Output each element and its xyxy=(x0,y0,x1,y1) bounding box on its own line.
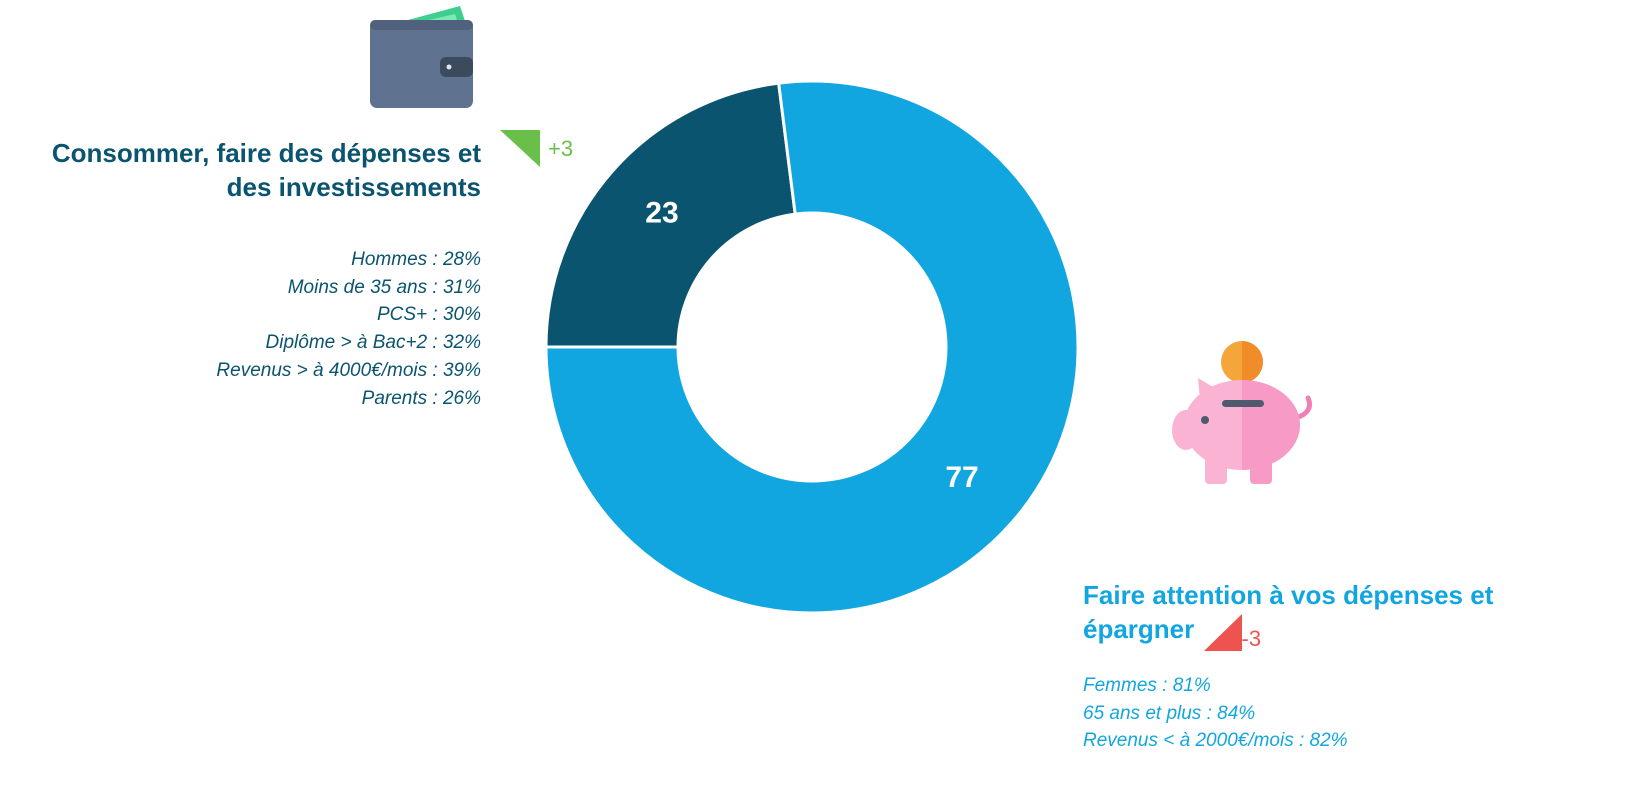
piggy-bank-icon xyxy=(1172,341,1312,484)
change-label: +3 xyxy=(548,136,574,161)
change-label: -3 xyxy=(1241,626,1262,651)
detail-list: Hommes : 28% Moins de 35 ans : 31% PCS+ : … xyxy=(0,246,481,412)
change-triangle xyxy=(1203,614,1242,651)
wallet-icon xyxy=(370,6,473,108)
change-triangle xyxy=(500,130,540,167)
detail-line: Parents : 26% xyxy=(361,387,481,409)
detail-line: Revenus > à 4000€/mois : 39% xyxy=(216,359,481,381)
change-indicator: +3 xyxy=(500,130,573,173)
detail-list: Femmes : 81% 65 ans et plus : 84% Revenus … xyxy=(1083,672,1563,755)
detail-line: 65 ans et plus : 84% xyxy=(1083,702,1256,724)
detail-line: Femmes : 81% xyxy=(1083,675,1211,696)
left-annotation: Consommer, faire des dépenses et des inv… xyxy=(0,136,481,412)
detail-line: PCS+ : 30% xyxy=(376,304,481,326)
detail-line: Moins de 35 ans : 31% xyxy=(287,276,481,298)
category-label: Faire attention à vos dépenses et épargn… xyxy=(1083,580,1494,644)
detail-line: Revenus < à 2000€/mois : 82% xyxy=(1083,730,1348,752)
category-label-wrap: Faire attention à vos dépenses et épargn… xyxy=(1083,578,1563,656)
category-label: Consommer, faire des dépenses et des inv… xyxy=(51,138,481,202)
donut-slice xyxy=(544,81,797,349)
donut-slice xyxy=(544,79,1080,615)
data-label: 77 xyxy=(945,461,978,494)
right-annotation: Faire attention à vos dépenses et épargn… xyxy=(1083,578,1563,755)
detail-line: Hommes : 28% xyxy=(351,249,481,270)
data-label: 23 xyxy=(645,197,678,230)
detail-line: Diplôme > à Bac+2 : 32% xyxy=(265,332,481,354)
change-indicator: -3 xyxy=(1202,614,1261,651)
